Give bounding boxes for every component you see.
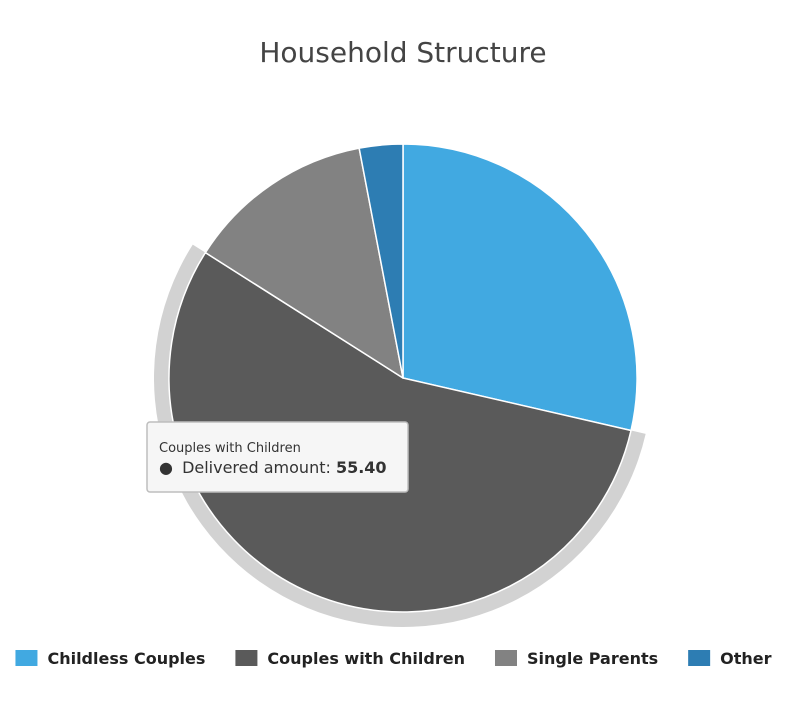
legend-swatch-childless-couples <box>15 650 38 666</box>
legend-swatch-single-parents <box>494 650 517 666</box>
legend-item-single-parents[interactable]: Single Parents <box>494 649 658 668</box>
legend-label-single-parents: Single Parents <box>527 649 658 668</box>
chart-title: Household Structure <box>259 36 546 69</box>
tooltip-value: 55.40 <box>336 458 387 477</box>
pie-slice-single-parents[interactable] <box>204 147 404 379</box>
legend-swatch-couples-with-children <box>235 650 258 666</box>
legend-swatch-other <box>688 650 711 666</box>
legend-item-couples-with-children[interactable]: Couples with Children <box>235 649 465 668</box>
tooltip-series-name: Couples with Children <box>159 441 301 456</box>
legend-item-childless-couples[interactable]: Childless Couples <box>15 649 205 668</box>
tooltip-label: Delivered amount: <box>182 458 336 477</box>
legend-label-other: Other <box>720 649 771 668</box>
tooltip-box <box>146 421 409 493</box>
tooltip: Couples with Children ● Delivered amount… <box>146 421 409 493</box>
legend: Childless Couples Couples with Children Si… <box>15 649 772 668</box>
legend-item-other[interactable]: Other <box>688 649 772 668</box>
tooltip-line: ● Delivered amount: 55.40 <box>159 458 387 477</box>
legend-label-couples-with-children: Couples with Children <box>267 649 465 668</box>
pie-slice-other[interactable] <box>358 143 404 379</box>
pie-slices <box>154 143 646 627</box>
legend-label-childless-couples: Childless Couples <box>47 649 205 668</box>
pie-slice-childless-couples[interactable] <box>402 143 638 432</box>
tooltip-bullet: ● <box>159 458 173 477</box>
